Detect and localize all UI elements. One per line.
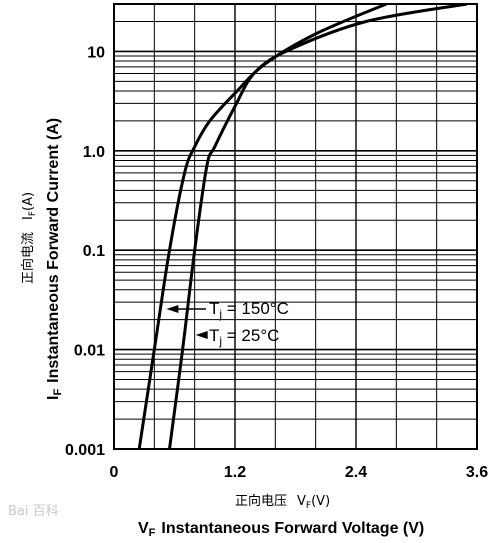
series-label: Tj = 150°C [209,299,289,321]
y-tick-label: 10 [87,44,105,61]
curve-25c [168,4,468,449]
arrow-head-icon [195,331,208,339]
y-tick-label: 0.001 [65,442,105,459]
x-axis-title-cn: 正向电压 VF(V) [235,493,330,511]
curve-150c [137,4,387,449]
arrow-head-icon [166,305,179,313]
axis-titles: 正向电压 VF(V) VF Instantaneous Forward Voltage… [20,118,424,539]
x-tick-label: 2.4 [345,464,367,481]
plot-frame [113,3,478,450]
y-axis-title-cn: 正向电流IF(A) [20,192,38,284]
x-tick-label: 3.6 [466,464,488,481]
y-tick-label: 0.1 [83,243,105,260]
minor-grid [114,4,477,449]
x-tick-label: 0 [110,464,119,481]
major-grid [114,4,477,449]
curves [137,4,468,449]
x-axis-title: VF Instantaneous Forward Voltage (V) [138,520,424,539]
y-tick-label: 0.01 [74,343,105,360]
annotations: Tj = 150°C Tj = 25°C [166,299,289,348]
y-axis-title: IFInstantaneous Forward Current (A) [45,118,64,400]
watermark: Bai 百科 [8,504,59,519]
x-tick-label: 1.2 [224,464,246,481]
y-tick-label: 1.0 [83,144,105,161]
series-label: Tj = 25°C [209,326,279,348]
ticks: 0 1.2 2.4 3.6 0.001 0.01 0.1 1.0 10 [65,44,488,481]
